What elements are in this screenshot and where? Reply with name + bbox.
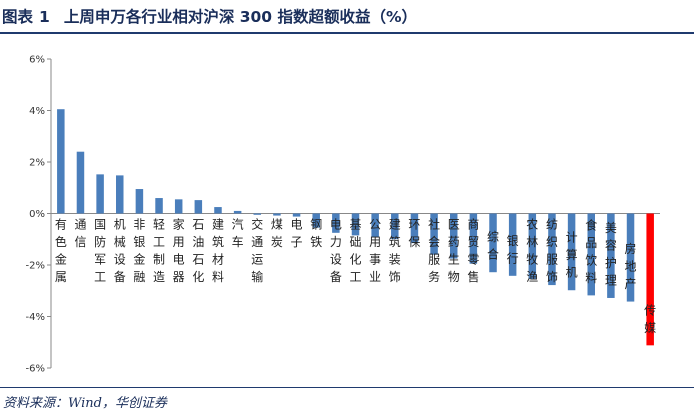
category-label: 有色金属: [55, 218, 67, 285]
bar-传媒: [646, 213, 654, 346]
top-rule: [0, 32, 694, 34]
category-label: 煤炭: [271, 218, 283, 250]
bar-商贸零售: [469, 213, 478, 264]
category-label: 电子: [291, 218, 303, 250]
bar-家用电器: [174, 199, 183, 214]
bar-国防军工: [96, 174, 104, 214]
bar-电力设备: [332, 213, 340, 233]
bar-综合: [489, 213, 497, 273]
bar-钢铁: [312, 213, 320, 228]
category-label: 计算机: [566, 231, 578, 280]
y-tick-label: -4%: [26, 312, 45, 323]
category-label: 交通运输: [251, 217, 263, 285]
figure-number: 1: [39, 8, 50, 26]
bar-医药生物: [449, 213, 458, 259]
category-label: 纺织服饰: [546, 218, 558, 285]
category-label: 汽车: [232, 217, 244, 250]
bar-计算机: [567, 213, 576, 291]
category-label: 医药生物: [448, 218, 460, 285]
bar-基础化工: [351, 213, 360, 236]
bar-石油石化: [194, 200, 203, 214]
category-label: 房地产: [625, 241, 637, 291]
bottom-rule: [0, 387, 694, 388]
category-label: 传媒: [644, 302, 656, 335]
category-label: 公用事业: [369, 218, 381, 285]
bar-chart: -6% -4% -2% 0% 2% 4% 6% 有色金属通信国防军工机械设备非银金融轻工制造家…: [26, 55, 660, 375]
bar-有色金属: [57, 109, 65, 214]
figure-label: 图表: [2, 8, 34, 26]
bar-建筑装饰: [391, 213, 399, 240]
category-label: 环保: [408, 218, 420, 250]
category-label: 通信: [74, 218, 86, 250]
category-label: 商贸零售: [467, 217, 479, 285]
bar-煤炭: [273, 213, 281, 216]
category-label: 银行: [507, 234, 519, 266]
bar-环保: [410, 213, 419, 244]
y-tick-label: -6%: [26, 364, 45, 375]
category-label: 非银金融: [133, 218, 145, 285]
bar-非银金融: [135, 189, 144, 214]
category-label: 建筑材料: [212, 218, 224, 285]
bar-公用事业: [371, 213, 379, 238]
category-label: 石油石化: [192, 218, 204, 285]
category-label: 机械设备: [114, 218, 126, 285]
category-label: 基础化工: [349, 218, 361, 285]
chart-title: 图表 1 上周申万各行业相对沪深 300 指数超额收益（%）: [2, 4, 692, 30]
category-label: 轻工制造: [153, 218, 165, 285]
y-tick-label: 4%: [29, 106, 45, 117]
bar-房地产: [626, 213, 635, 302]
bar-纺织服饰: [548, 213, 556, 286]
bar-轻工制造: [155, 198, 163, 214]
bar-美容护理: [607, 213, 615, 298]
y-tick-label: 2%: [29, 158, 45, 169]
bar-机械设备: [116, 175, 124, 214]
y-tick-label: 6%: [29, 55, 45, 66]
category-label: 社会服务: [428, 217, 440, 285]
bar-汽车: [233, 210, 242, 214]
category-label: 食品饮料: [585, 217, 597, 285]
source-note: 资料来源：Wind，华创证券: [3, 396, 167, 411]
category-label: 家用电器: [173, 217, 185, 285]
bar-交通运输: [253, 213, 262, 215]
bar-电子: [292, 213, 301, 217]
bar-食品饮料: [587, 213, 595, 296]
bar-建筑材料: [214, 207, 222, 214]
category-label: 综合: [487, 230, 499, 262]
y-tick-label: 0%: [29, 209, 45, 220]
category-label: 建筑装饰: [389, 218, 401, 285]
bar-银行: [508, 213, 517, 276]
category-label: 钢铁: [310, 218, 322, 250]
y-tick-label: -2%: [26, 261, 45, 272]
category-label: 美容护理: [605, 221, 617, 288]
category-label: 电力设备: [330, 218, 342, 285]
bar-社会服务: [430, 213, 438, 255]
category-label: 农林牧渔: [526, 218, 538, 285]
category-label: 国防军工: [94, 218, 106, 285]
bar-通信: [76, 151, 85, 214]
bar-农林牧渔: [528, 213, 537, 280]
title-text: 上周申万各行业相对沪深 300 指数超额收益（%）: [63, 8, 417, 26]
